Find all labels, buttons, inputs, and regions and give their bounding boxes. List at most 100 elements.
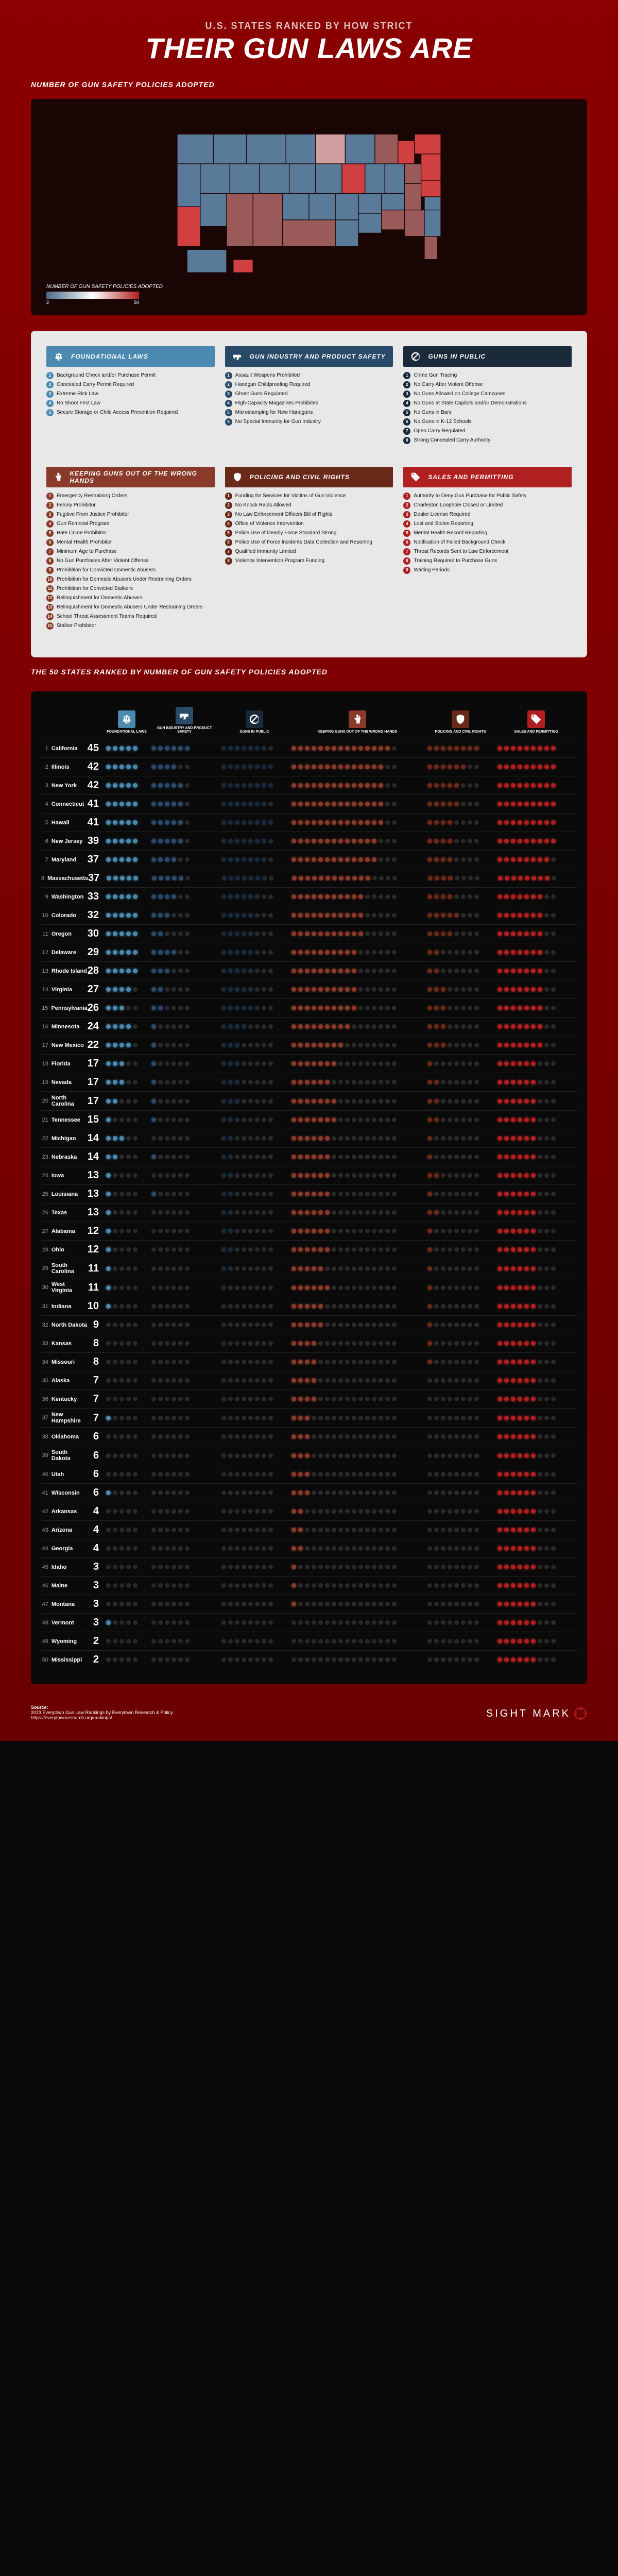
policy-dot [305, 1434, 310, 1439]
policy-dot [255, 1620, 260, 1625]
policy-dot [538, 1210, 542, 1215]
policy-dot [298, 1099, 303, 1104]
policy-dot [544, 820, 549, 825]
state-row: 5 Hawaii 41 [41, 813, 577, 832]
state-row: 28 Ohio 12 [41, 1240, 577, 1259]
policy-dot [441, 1266, 445, 1271]
policy-dot [298, 1192, 303, 1196]
policy-dot [178, 1173, 183, 1178]
dot-group-foundational [104, 1024, 149, 1029]
policy-dot [255, 1061, 260, 1066]
policy-dot [318, 802, 323, 806]
policy-dot [524, 1136, 529, 1141]
policy-dot [441, 1583, 445, 1588]
policy-dot [365, 1173, 370, 1178]
dot-group-foundational [104, 1099, 149, 1104]
policy-dot [298, 1155, 303, 1159]
policy-dot [305, 876, 310, 880]
policy-dot [461, 1546, 466, 1551]
policy-dot [165, 1565, 169, 1569]
policy-dot [262, 1416, 266, 1420]
policy-dot [332, 1602, 336, 1606]
policy-dot [305, 1210, 310, 1215]
policy-dot [392, 820, 397, 825]
policy-dot [158, 1490, 163, 1495]
policy-dot [392, 839, 397, 843]
policy-dot [518, 746, 522, 751]
policy-dot [158, 1155, 163, 1159]
state-name: Kentucky [52, 1396, 87, 1402]
policy-item: 3Fugitive From Justice Prohibitor [46, 511, 215, 518]
policy-dot [544, 1639, 549, 1643]
policy-dot [372, 931, 376, 936]
policy-dot [544, 1565, 549, 1569]
policy-dot [106, 839, 111, 843]
policy-dot [392, 1155, 397, 1159]
policy-dot [332, 1416, 336, 1420]
policy-dot [221, 1360, 226, 1364]
policy-dot [312, 1472, 316, 1477]
dot-group-industry [149, 839, 219, 843]
state-name: West Virginia [52, 1281, 87, 1294]
policy-dot [518, 1304, 522, 1309]
policy-dot [242, 1434, 246, 1439]
policy-dot [385, 1360, 390, 1364]
policy-dot [165, 1080, 169, 1084]
policy-dot [434, 1602, 439, 1606]
policy-dot [358, 1583, 363, 1588]
policy-dot [185, 1472, 190, 1477]
dot-group-foundational [104, 1583, 149, 1588]
policy-dot [255, 1602, 260, 1606]
policy-dot [171, 1490, 176, 1495]
dot-group-policing [425, 1360, 495, 1364]
policy-dot [158, 1360, 163, 1364]
policy-dot [511, 765, 516, 769]
policy-dot [291, 1453, 296, 1458]
policy-dot [352, 1397, 356, 1401]
policy-dot [133, 839, 138, 843]
policy-dot [268, 1061, 273, 1066]
policy-dot [171, 1136, 176, 1141]
policy-dot [298, 969, 303, 973]
policy-dot [305, 931, 310, 936]
policy-dot [268, 1117, 273, 1122]
policy-dot [126, 1117, 131, 1122]
dot-group-sales [495, 894, 577, 899]
policy-dot [171, 746, 176, 751]
policy-dot [165, 1043, 169, 1047]
policy-dot [171, 1453, 176, 1458]
policy-dot [544, 913, 549, 918]
policy-dot [262, 1434, 266, 1439]
policy-dot [435, 876, 439, 880]
policy-dot [133, 950, 138, 955]
policy-dot [325, 1378, 330, 1383]
policy-dot [171, 1434, 176, 1439]
policy-dot [126, 1006, 131, 1010]
policy-dot [318, 1565, 323, 1569]
policy-dot [332, 1099, 336, 1104]
policy-dot [345, 1397, 350, 1401]
policy-dot [511, 1155, 516, 1159]
policy-dot [338, 931, 343, 936]
policy-dot [318, 1192, 323, 1196]
policy-item: 7Minimum Age to Purchase [46, 548, 215, 555]
policy-dot [551, 1061, 556, 1066]
policy-dot [504, 857, 509, 862]
policy-dot [511, 1192, 516, 1196]
policy-dot [531, 1620, 536, 1625]
dot-group-wronghands [289, 1210, 425, 1215]
policy-dot [332, 765, 336, 769]
policy-dot [262, 1565, 266, 1569]
state-name: Montana [52, 1601, 87, 1607]
policy-dot [305, 1528, 310, 1532]
policy-dot [511, 1043, 516, 1047]
policy-dot [119, 1397, 124, 1401]
policy-dot [441, 1416, 445, 1420]
policy-dot [427, 1453, 432, 1458]
policy-dot [228, 1639, 233, 1643]
policy-dot [318, 1360, 323, 1364]
policy-dot [235, 1657, 239, 1662]
policy-dot [525, 876, 529, 880]
policy-dot [171, 1416, 176, 1420]
dot-group-industry [149, 1528, 219, 1532]
